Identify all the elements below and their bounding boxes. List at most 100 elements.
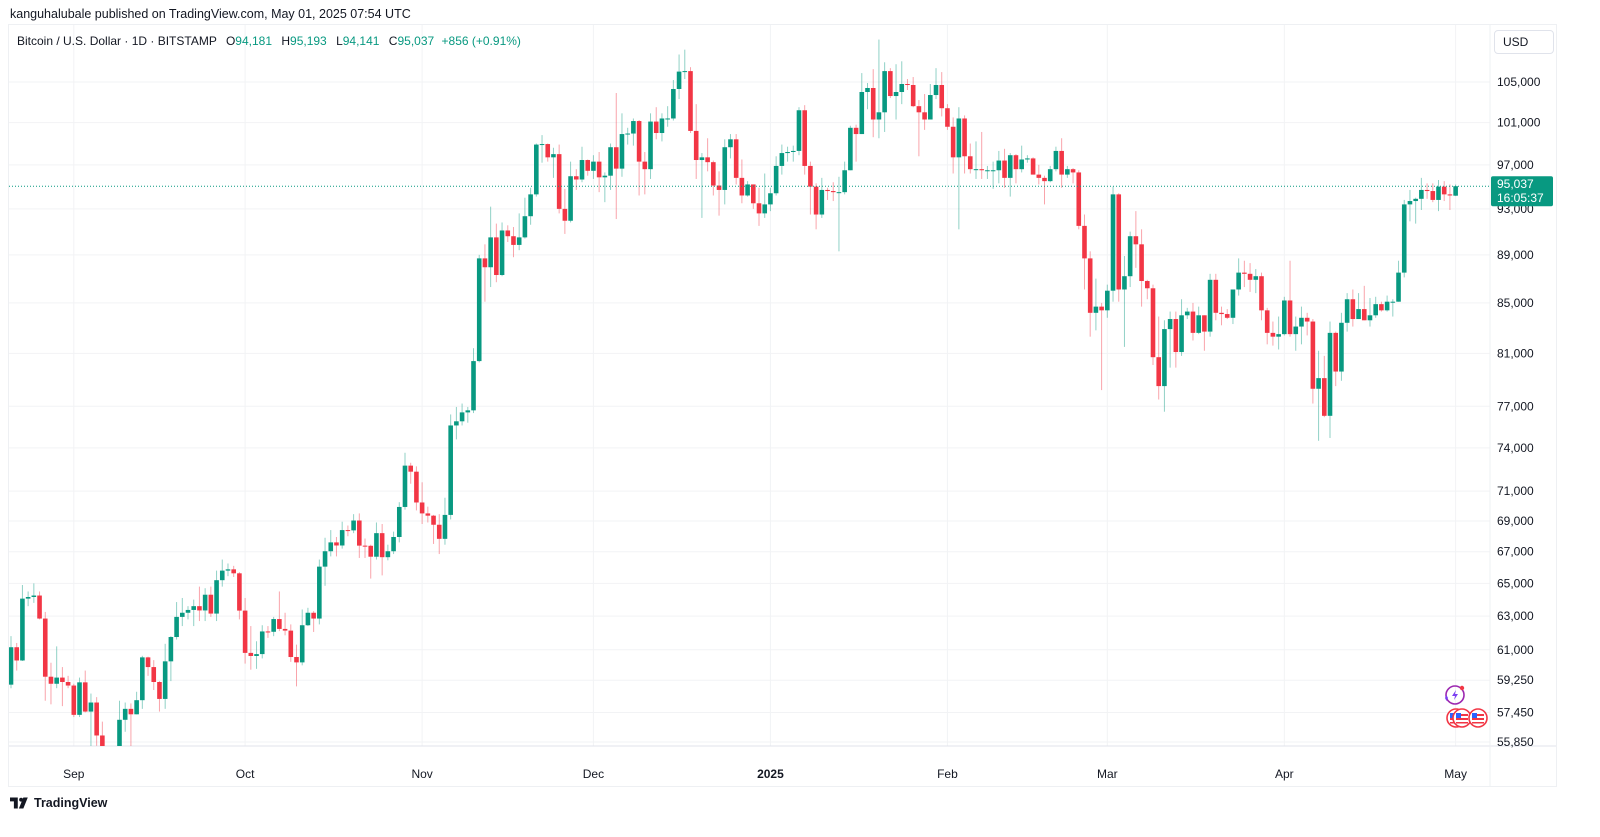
price-tick-label: 57,450 [1497,705,1534,719]
candle [1224,309,1230,320]
candle [351,514,356,534]
candle-body [168,637,174,662]
candle-body [254,654,259,656]
candle-body [1156,357,1162,387]
candle-body [374,533,379,557]
candle [1430,183,1436,203]
candle-body [756,203,762,214]
candle-body [414,471,419,503]
candle-body [790,150,796,153]
candle [928,83,933,120]
candle-body [162,661,168,699]
candle [282,612,288,636]
candle-body [1179,315,1184,353]
time-tick-label: 2025 [757,767,784,781]
candle [1127,231,1133,288]
lightning-event-icon[interactable] [1445,685,1465,705]
candle [225,563,231,577]
candle [1310,319,1316,404]
symbol-title[interactable]: Bitcoin / U.S. Dollar · 1D · BITSTAMP [17,34,217,48]
brand-name: TradingView [34,796,108,810]
candle-body [488,237,493,268]
candle-body [1453,186,1458,196]
candle [368,544,374,579]
candle-body [996,160,1002,171]
candle-body [357,520,362,546]
candle [699,153,705,218]
candle [728,134,733,159]
us-flag-event-icon[interactable] [1446,708,1488,728]
candle [1087,251,1093,337]
candle-body [728,139,733,148]
time-axis[interactable]: Sep Oct Nov Dec 2025 Feb Mar Apr May [63,767,1467,781]
candle [1356,293,1361,320]
candle [1327,321,1333,438]
candle-body [1173,319,1179,353]
candle [1030,157,1036,175]
candle [631,118,636,146]
candle [1070,168,1076,184]
candle [1110,186,1116,302]
candle-body [100,735,105,746]
candle [625,127,630,145]
time-tick-label: Feb [937,767,958,781]
candle-body [42,618,48,677]
last-price-value: 95,037 [1497,177,1534,191]
candle-body [248,652,254,656]
candle-body [122,708,128,720]
candle [1236,258,1241,296]
candle [819,177,825,218]
candle [254,641,259,669]
candle [722,139,728,205]
candle-body [1356,309,1361,320]
price-tick-label: 55,850 [1497,735,1534,749]
currency-button[interactable]: USD [1494,30,1554,54]
candle [1219,306,1224,326]
candle-body [65,681,71,686]
candle-body [37,595,42,619]
candle [796,107,802,156]
candle [596,152,602,193]
candle [973,141,979,179]
candle [785,146,790,162]
candle-body [494,237,499,276]
candle [608,143,613,190]
candle [990,161,996,189]
candle-body [1419,189,1424,199]
candle-body [962,118,967,157]
candle-body [60,677,65,682]
candle-body [910,84,916,107]
candle-body [419,502,425,514]
candle-body [145,657,151,668]
candle-body [716,185,722,190]
candle-body [471,361,476,411]
candle-body [219,570,225,581]
candle-body [299,625,305,663]
candle [1333,331,1339,387]
candle [345,525,351,537]
candle [705,138,710,172]
candle [1002,148,1007,188]
price-axis[interactable]: 105,000101,00097,00093,00089,00085,00081… [1497,75,1541,749]
candle-body [482,258,488,268]
price-tick-label: 74,000 [1497,441,1534,455]
candle-body [1230,289,1236,318]
candle-body [1259,276,1264,311]
candle-body [568,176,573,221]
candle-body [294,657,299,663]
time-tick-label: Dec [583,767,604,781]
candle [277,591,282,632]
candle-body [659,118,665,134]
candle [1230,289,1236,325]
candle [1367,298,1373,327]
open-value: 94,181 [235,34,272,48]
candle-body [1436,186,1441,200]
candle-body [448,425,453,515]
candle [922,94,927,130]
candle [756,187,762,226]
tradingview-logo[interactable]: TradingView [10,796,107,810]
candle-body [442,514,448,539]
candle-body [573,176,579,180]
candle [1065,165,1070,178]
